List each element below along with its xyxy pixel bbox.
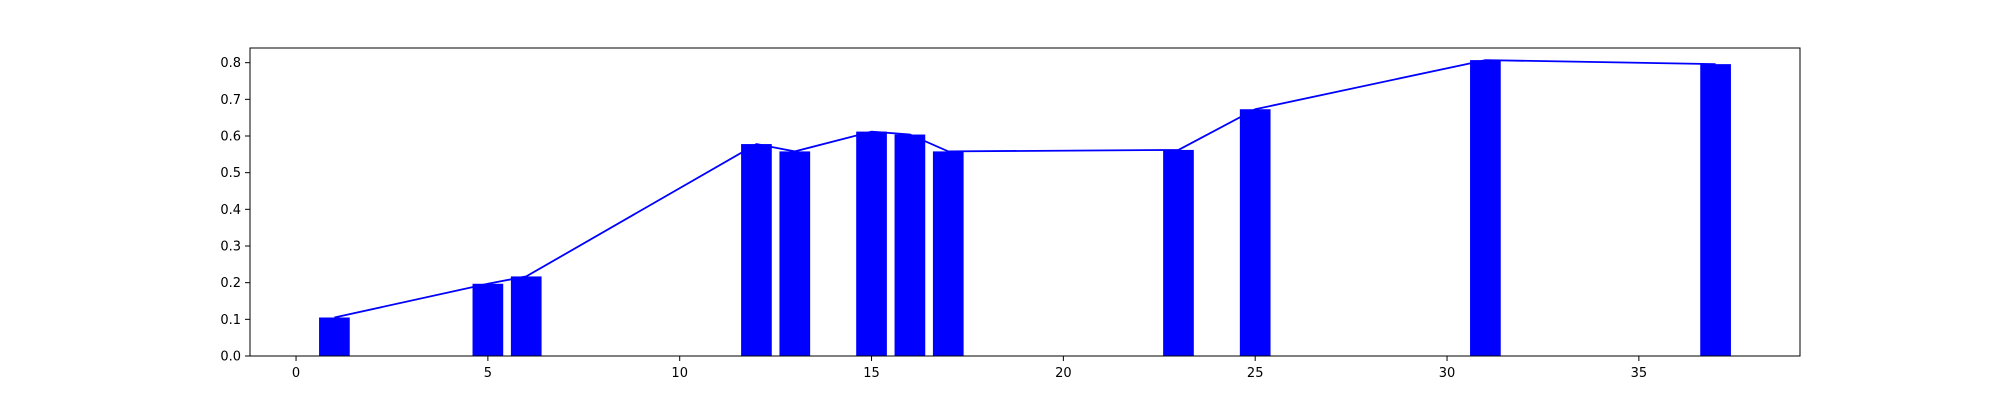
x-tick-label: 25 [1247, 366, 1264, 381]
series-line [334, 59, 1716, 319]
bar [1470, 60, 1501, 356]
y-tick-label: 0.2 [220, 276, 241, 291]
bar [894, 134, 926, 356]
y-tick-label: 0.0 [220, 350, 241, 365]
bar [779, 151, 811, 356]
line-series [334, 59, 1716, 319]
y-tick-label: 0.1 [220, 313, 241, 328]
bar [1700, 64, 1731, 356]
y-tick-label: 0.4 [220, 203, 241, 218]
x-tick-label: 5 [484, 366, 492, 381]
y-tick-label: 0.3 [220, 240, 241, 255]
bar [510, 276, 542, 356]
x-tick-label: 0 [292, 366, 300, 381]
x-tick-label: 10 [671, 366, 688, 381]
x-axis: 0 5 10 15 20 25 30 35 [292, 356, 1647, 381]
x-tick-label: 35 [1631, 366, 1648, 381]
plot-frame [249, 47, 1801, 357]
bar [856, 131, 887, 356]
bar [932, 151, 964, 356]
x-tick-label: 20 [1055, 366, 1072, 381]
y-axis: 0.0 0.1 0.2 0.3 0.4 0.5 0.6 0.7 0.8 [220, 56, 250, 365]
bar-series [319, 60, 1731, 356]
bar [472, 283, 504, 356]
y-tick-label: 0.8 [220, 56, 241, 71]
y-tick-label: 0.5 [220, 166, 241, 181]
y-tick-label: 0.7 [220, 93, 241, 108]
bar [319, 317, 350, 356]
x-tick-label: 15 [863, 366, 880, 381]
x-tick-label: 30 [1439, 366, 1456, 381]
bar [1163, 149, 1194, 356]
bar [741, 144, 772, 356]
bar [1239, 109, 1271, 356]
y-tick-label: 0.6 [220, 130, 241, 145]
